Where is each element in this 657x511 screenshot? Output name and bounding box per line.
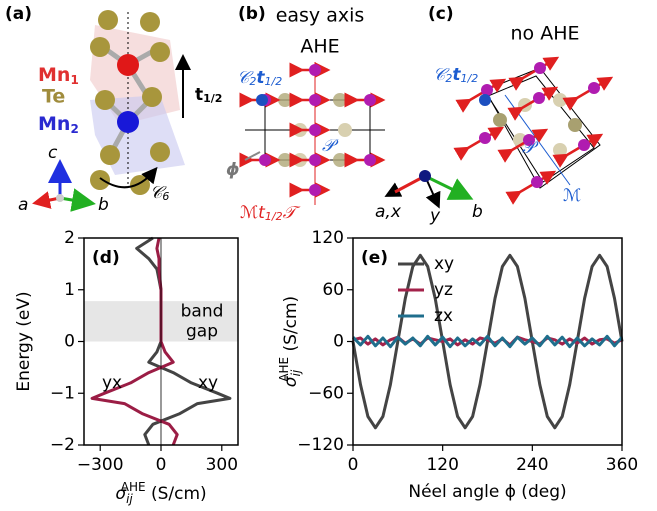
y-tick-label: 1 [64,280,75,300]
y-tick-label: 0 [64,332,75,352]
unit: (S/cm) [146,484,207,504]
angle-label: ϕ [226,160,240,180]
frame-axis: b [472,202,483,222]
x-tick-label: 0 [348,455,359,475]
panel-label: (c) [428,4,454,24]
panel-title: easy axis [276,5,365,27]
subscript: ij [126,492,133,506]
x-tick-label: −300 [77,455,124,475]
panel-label: (a) [5,4,32,24]
inversion-label: 𝒫 [322,136,339,156]
y-tick-label: −2 [50,435,75,455]
axis-b: b [98,195,109,215]
axis-label: σijAHE (S/cm) [277,296,303,387]
screw-label: 𝒞2t1/2 [237,68,282,88]
rotation-label: 𝒞6 [150,183,169,203]
y-tick-label: 2 [64,228,75,248]
subscript: 2 [249,75,256,88]
band-gap-label: band [181,301,224,321]
te-label: Te [42,86,65,108]
easy-axis-panel: (b) easy axis AHE 𝒞2t1/2 𝒫 ϕ ℳt1/2𝒯 a,x … [226,4,483,226]
series-label: yx [102,373,122,393]
subscript: 1/2 [265,210,283,223]
panel-label: (d) [92,248,120,268]
x-tick-label: 240 [516,455,548,475]
x-tick-label: 300 [206,455,238,475]
mn2-label: Mn2 [38,113,79,136]
panel-label: (b) [238,4,266,24]
y-tick-label: −120 [297,435,344,455]
y-tick-label: 60 [322,280,344,300]
panel-label: (e) [361,248,388,268]
mn1-label: Mn1 [38,64,79,87]
axis-a: a [18,195,28,215]
symbol: ℳt [240,203,266,223]
subscript: 6 [162,190,169,203]
subscript: 2 [70,122,78,136]
structure-panel: (a) Mn1 Te Mn2 t1/2 𝒞6 c a b [5,4,222,215]
y-tick-label: 120 [312,228,344,248]
y-tick-label: −60 [308,383,344,403]
mirror-label: ℳt1/2𝒯 [240,203,301,223]
subscript: 1/2 [203,92,222,105]
legend-label: yz [434,280,453,300]
band-gap-label: gap [186,321,218,341]
superscript: AHE [277,357,291,382]
unit: (S/cm) [281,296,301,357]
figure: (a) Mn1 Te Mn2 t1/2 𝒞6 c a b (b) easy ax… [0,0,657,511]
frame-axis: y [429,206,441,226]
axis-label: σijAHE (S/cm) [115,480,206,506]
x-tick-label: 0 [156,455,167,475]
y-tick-label: 0 [333,332,344,352]
translation-label: t1/2 [195,85,222,105]
frame-axis: a,x [375,202,402,222]
subscript: 2 [445,72,452,85]
subscript: ij [289,369,303,376]
series-label: xy [198,373,218,393]
panel-title: AHE [300,36,339,58]
panel-title: no AHE [511,23,580,45]
legend-label: zx [434,306,453,326]
subscript: 1/2 [265,75,283,88]
legend-label: xy [434,254,454,274]
axis-c: c [48,143,58,163]
x-tick-label: 120 [426,455,458,475]
screw-label: 𝒞2t1/2 [433,65,478,85]
superscript: AHE [121,480,146,494]
inversion-label: 𝒫 [522,138,539,158]
symbol: t [195,85,203,105]
y-axis-label: Energy (eV) [14,291,34,391]
y-tick-label: −1 [50,383,75,403]
atom: Mn [38,113,70,135]
no-ahe-panel: (c) no AHE 𝒞2t1/2 𝒫 ℳ [428,4,611,206]
subscript: 1 [70,73,78,87]
x-tick-label: 360 [606,455,638,475]
symbol: 𝒯 [283,203,301,223]
x-axis-label: Néel angle ϕ (deg) [408,482,566,502]
subscript: 1/2 [461,72,479,85]
mirror-label: ℳ [563,186,581,206]
atom: Mn [38,64,70,86]
